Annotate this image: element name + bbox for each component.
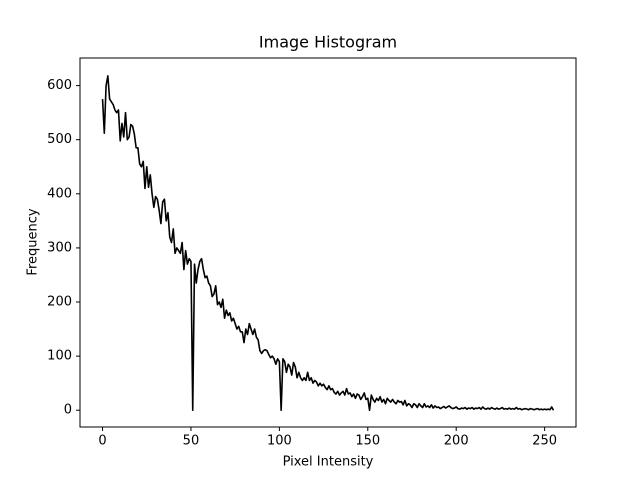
y-tick-label: 100	[47, 349, 72, 364]
x-tick-label: 150	[355, 434, 380, 449]
y-tick-label: 300	[47, 240, 72, 255]
y-tick-label: 400	[47, 186, 72, 201]
y-tick-label: 0	[64, 403, 72, 418]
plot-frame	[79, 57, 577, 428]
x-tick-label: 200	[444, 434, 469, 449]
y-tick-label: 200	[47, 295, 72, 310]
x-tick-label: 50	[183, 434, 200, 449]
x-axis-label: Pixel Intensity	[283, 455, 374, 470]
y-tick-label: 500	[47, 132, 72, 147]
y-axis-label: Frequency	[26, 208, 41, 275]
line-series	[101, 75, 555, 412]
x-tick-label: 100	[267, 434, 292, 449]
x-tick-label: 0	[98, 434, 106, 449]
y-tick-label: 600	[47, 78, 72, 93]
chart-title: Image Histogram	[259, 33, 397, 52]
x-tick-label: 250	[532, 434, 557, 449]
